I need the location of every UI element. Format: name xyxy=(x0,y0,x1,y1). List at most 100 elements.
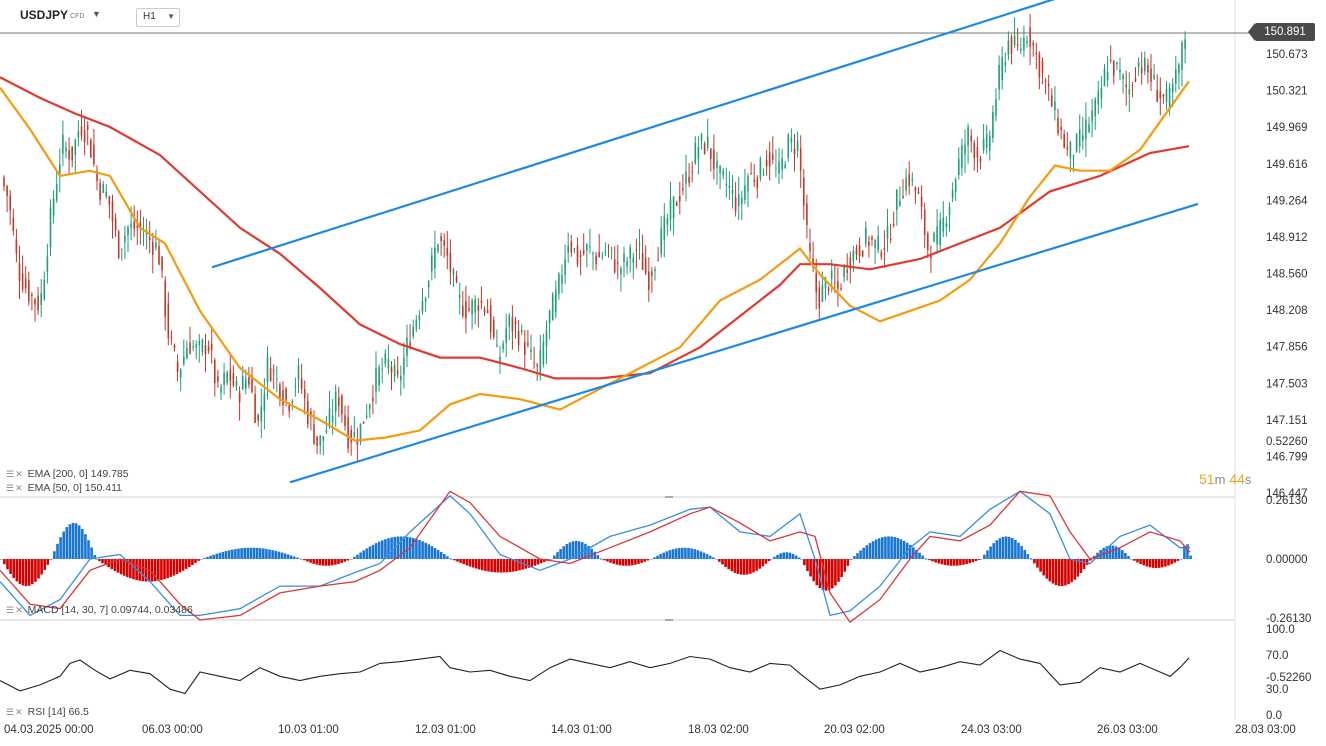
candle-body xyxy=(427,281,430,288)
macd-bar xyxy=(126,559,129,578)
macd-bar xyxy=(40,559,43,575)
price-axis-tick: 148.560 xyxy=(1266,269,1308,281)
macd-bar xyxy=(708,555,712,559)
macd-bar xyxy=(221,551,225,559)
candle-body xyxy=(1023,37,1025,51)
indicator-settings-icon[interactable]: ☰✕ xyxy=(6,605,24,615)
symbol-type-label: CFD xyxy=(70,13,85,20)
ema200-legend[interactable]: ☰✕ EMA [200, 0] 149.785 xyxy=(6,468,129,480)
candle-body xyxy=(316,436,318,446)
symbol-label[interactable]: USDJPY xyxy=(20,8,69,22)
candle-body xyxy=(288,404,290,412)
timeframe-select[interactable]: H1 ▼ xyxy=(136,8,180,27)
candle-body xyxy=(276,378,278,380)
candle-body xyxy=(620,268,622,275)
candle-body xyxy=(505,328,507,343)
candle-body xyxy=(824,277,827,289)
rsi-legend[interactable]: ☰✕ RSI [14] 66.5 xyxy=(6,706,89,718)
macd-bar xyxy=(474,559,478,569)
candle-body xyxy=(34,299,36,305)
macd-bar xyxy=(502,559,506,573)
candle-body xyxy=(105,191,108,197)
candle-body xyxy=(514,320,517,325)
candle-body xyxy=(1100,88,1103,99)
candle-body xyxy=(55,183,58,201)
candle-body xyxy=(1116,62,1118,65)
macd-bar xyxy=(1124,552,1127,559)
macd-bar xyxy=(1090,559,1093,560)
candle-body xyxy=(815,273,817,293)
macd-bar xyxy=(924,558,927,559)
macd-bar xyxy=(312,559,315,564)
candle-body xyxy=(1156,89,1158,102)
candle-body xyxy=(896,189,898,211)
macd-bar xyxy=(396,536,400,559)
macd-bar xyxy=(215,553,219,559)
candle-body xyxy=(266,356,269,383)
candle-body xyxy=(976,147,979,158)
macd-bar xyxy=(755,559,758,571)
candle-body xyxy=(874,239,876,248)
macd-bar xyxy=(773,556,776,559)
macd-bar xyxy=(374,543,378,559)
candle-body xyxy=(90,139,92,158)
candle-body xyxy=(1094,99,1096,117)
candle-body xyxy=(821,285,824,302)
macd-bar xyxy=(803,559,806,566)
candle-body xyxy=(942,217,945,232)
candle-body xyxy=(393,364,396,377)
candle-body xyxy=(409,342,411,348)
macd-bar xyxy=(782,552,785,559)
macd-bar xyxy=(590,548,593,559)
macd-bar xyxy=(212,554,215,559)
macd-bar xyxy=(15,559,19,582)
candle-body xyxy=(570,241,573,252)
macd-bar xyxy=(612,559,615,564)
indicator-settings-icon[interactable]: ☰✕ xyxy=(6,469,24,479)
macd-bar xyxy=(1042,559,1045,576)
macd-bar xyxy=(280,552,284,559)
ema200-legend-text: EMA [200, 0] 149.785 xyxy=(27,468,129,480)
macd-bar xyxy=(925,559,928,560)
indicator-settings-icon[interactable]: ☰✕ xyxy=(6,483,24,493)
candle-body xyxy=(892,224,895,226)
symbol-dropdown-icon[interactable]: ▼ xyxy=(92,9,101,19)
macd-bar xyxy=(188,559,191,567)
candle-body xyxy=(114,218,117,231)
candle-body xyxy=(613,259,616,272)
candle-body xyxy=(604,251,607,253)
macd-legend[interactable]: ☰✕ MACD [14, 30, 7] 0.09744, 0.03486 xyxy=(6,604,193,616)
candle-body xyxy=(1088,124,1090,133)
macd-bar xyxy=(600,559,603,560)
macd-bar xyxy=(496,559,500,573)
rsi-line xyxy=(0,649,1190,695)
candle-body xyxy=(303,389,306,399)
candle-body xyxy=(365,415,368,418)
indicator-settings-icon[interactable]: ☰✕ xyxy=(6,707,24,717)
macd-bar xyxy=(837,559,840,582)
macd-bar xyxy=(949,559,953,566)
candle-body xyxy=(920,196,923,207)
candle-body xyxy=(235,380,238,387)
macd-bar xyxy=(785,552,789,559)
candle-body xyxy=(651,271,653,276)
rsi-legend-text: RSI [14] 66.5 xyxy=(27,706,89,718)
macd-bar xyxy=(178,559,182,573)
candle-body xyxy=(1038,53,1041,78)
ema50-legend[interactable]: ☰✕ EMA [50, 0] 150.411 xyxy=(6,482,122,494)
candle-body xyxy=(607,245,610,247)
macd-bar xyxy=(767,559,771,562)
macd-bar xyxy=(306,559,309,562)
macd-histogram xyxy=(0,522,1192,591)
candle-body xyxy=(183,356,185,365)
macd-bar xyxy=(618,559,622,566)
candle-body xyxy=(837,281,839,289)
candle-body xyxy=(1060,126,1062,131)
macd-bar xyxy=(340,559,343,563)
macd-bar xyxy=(559,549,562,559)
candle-body xyxy=(731,189,734,195)
macd-bar xyxy=(850,559,853,560)
chevron-down-icon: ▼ xyxy=(167,12,175,21)
candle-body xyxy=(74,139,77,156)
macd-bar xyxy=(365,548,369,559)
